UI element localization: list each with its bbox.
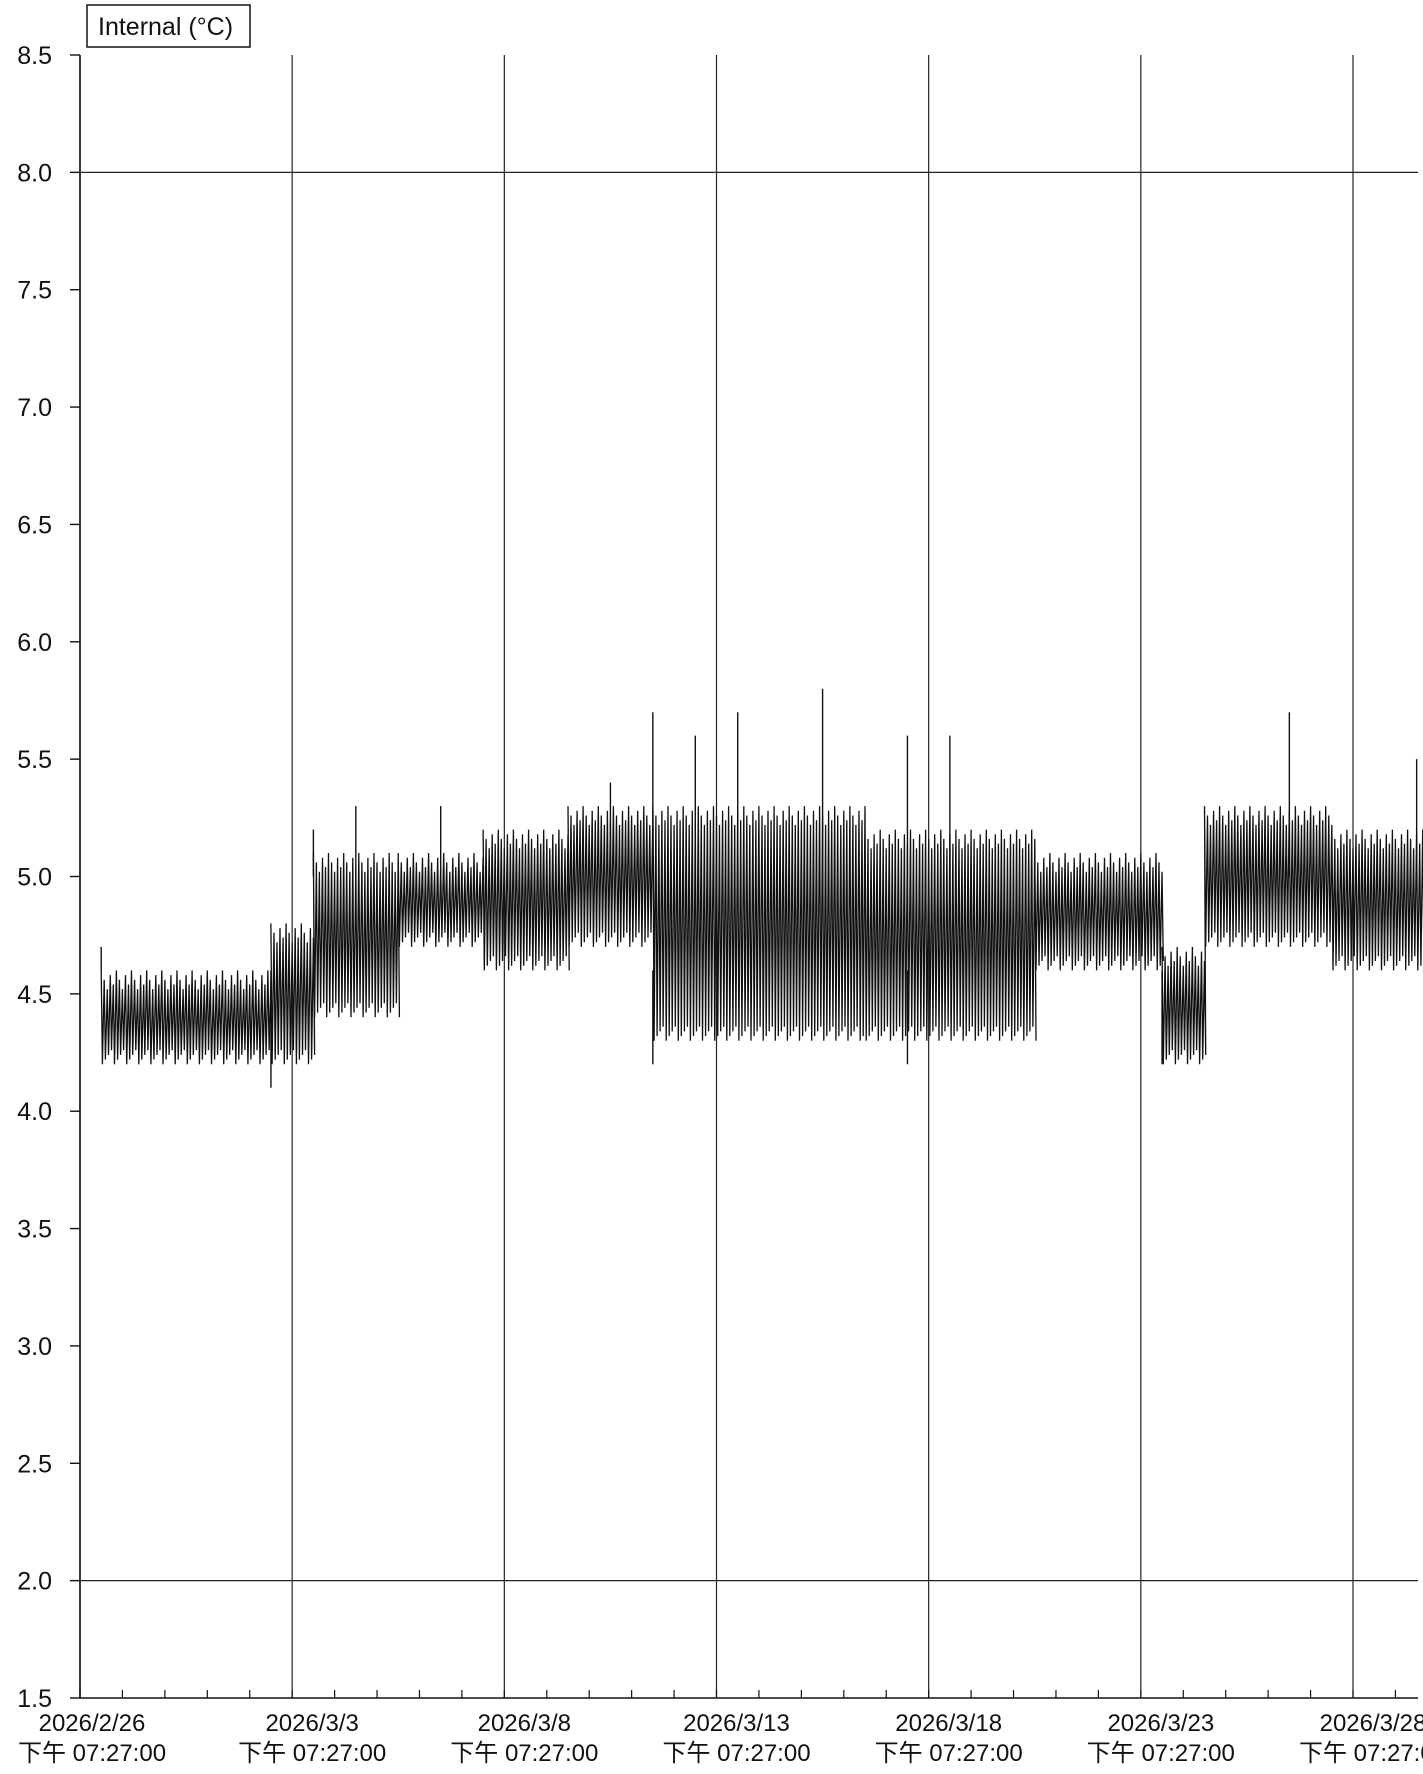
x-tick-time: 下午 07:27:00 <box>238 1740 386 1767</box>
legend-box <box>86 4 251 48</box>
x-tick-date: 2026/2/26 <box>39 1710 146 1737</box>
x-tick-date: 2026/3/23 <box>1107 1710 1214 1737</box>
x-tick-time: 下午 07:27:00 <box>18 1740 166 1767</box>
y-tick-label: 7.5 <box>17 277 52 305</box>
x-tick-date: 2026/3/28 <box>1320 1710 1423 1737</box>
y-tick-label: 3.0 <box>17 1333 52 1361</box>
x-tick-date: 2026/3/13 <box>683 1710 790 1737</box>
y-tick-label: 7.0 <box>17 394 52 422</box>
x-tick-time: 下午 07:27:00 <box>875 1740 1023 1767</box>
x-tick-date: 2026/3/8 <box>478 1710 571 1737</box>
x-tick-time: 下午 07:27:00 <box>450 1740 598 1767</box>
y-tick-label: 1.5 <box>17 1685 52 1713</box>
y-tick-label: 3.5 <box>17 1216 52 1244</box>
x-tick-date: 2026/3/3 <box>265 1710 358 1737</box>
x-tick-time: 下午 07:27:00 <box>662 1740 810 1767</box>
y-tick-label: 4.5 <box>17 981 52 1009</box>
x-tick-time: 下午 07:27:00 <box>1299 1740 1423 1767</box>
y-tick-label: 5.0 <box>17 864 52 892</box>
y-tick-label: 4.0 <box>17 1098 52 1126</box>
legend: Internal (°C) <box>86 4 251 48</box>
axes: 1.5 2.0 2.5 3.0 3.5 4.0 4.5 5.0 5.5 6.0 6.5 7.0 7.5 8… <box>17 42 1423 1767</box>
series-trace <box>100 806 1423 1065</box>
y-tick-label: 2.5 <box>17 1450 52 1478</box>
y-tick-label: 5.5 <box>17 746 52 774</box>
y-tick-label: 8.5 <box>17 42 52 70</box>
series-internal <box>100 688 1423 1088</box>
legend-label: Internal (°C) <box>98 13 233 41</box>
x-tick-date: 2026/3/18 <box>895 1710 1002 1737</box>
y-tick-label: 2.0 <box>17 1568 52 1596</box>
y-tick-label: 6.0 <box>17 629 52 657</box>
x-tick-time: 下午 07:27:00 <box>1087 1740 1235 1767</box>
y-tick-label: 6.5 <box>17 511 52 539</box>
y-tick-label: 8.0 <box>17 159 52 187</box>
